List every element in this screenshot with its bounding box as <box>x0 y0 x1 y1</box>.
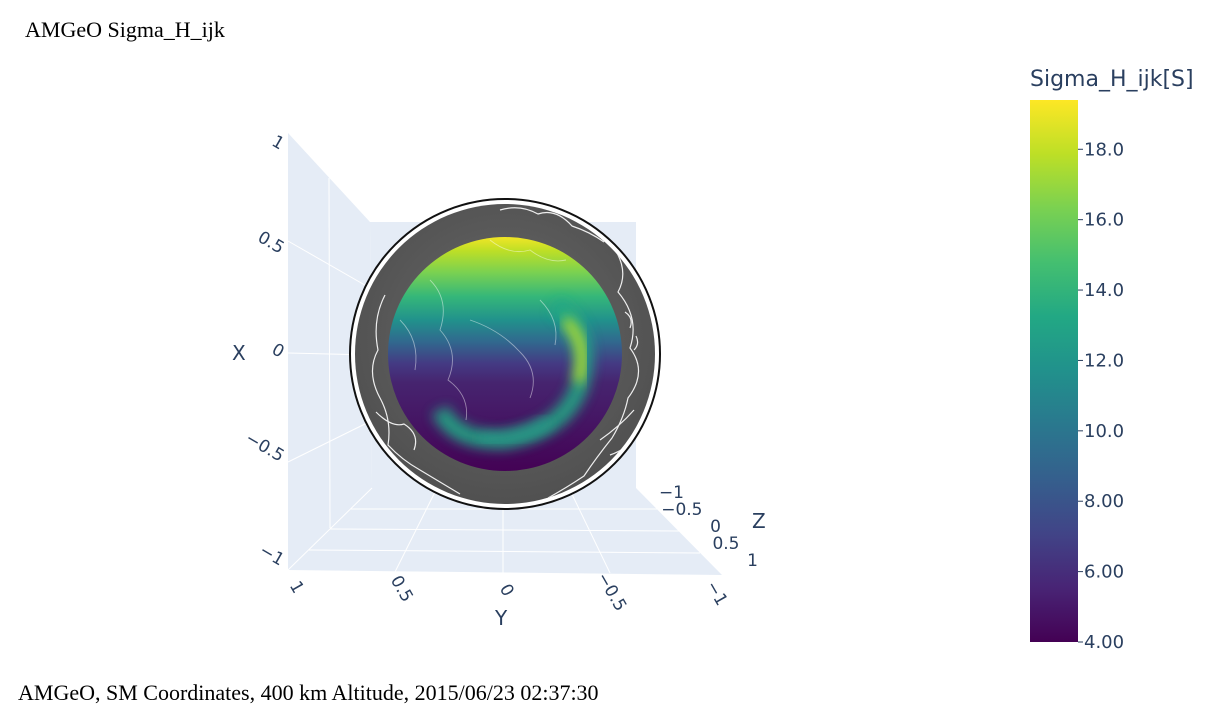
axis-z-tick-label: 0.5 <box>712 534 739 554</box>
axis-x-tick-label: 1 <box>268 132 287 155</box>
chart-title: AMGeO Sigma_H_ijk <box>25 17 225 42</box>
coastlines-outer <box>371 207 641 499</box>
axis-z-tick-label: −0.5 <box>661 500 702 520</box>
axis-x-tick-label: 0.5 <box>254 227 287 258</box>
sigma-h-cap <box>388 237 622 471</box>
colorbar-gradient <box>1030 100 1078 642</box>
axis-x-tick-label: 0 <box>268 340 287 363</box>
scene-3d[interactable]: 10.50−0.5−1 1 0.5 0 −0.5 −1 −1−0.500.51 X Y … <box>232 132 766 630</box>
colorbar-tick-label: 14.0 <box>1084 280 1124 301</box>
axis-y-tick-label: 1 <box>285 578 308 597</box>
axis-x-ticks: 1 0.5 0 −0.5 −1 <box>242 132 288 571</box>
axis-x-tick-label: −0.5 <box>242 428 288 466</box>
colorbar-tick-label: 8.00 <box>1084 491 1124 512</box>
colorbar-tick-label: 4.00 <box>1084 632 1124 653</box>
footer-caption: AMGeO, SM Coordinates, 400 km Altitude, … <box>18 680 599 705</box>
colorbar-tick-label: 12.0 <box>1084 350 1124 371</box>
axis-z-tick-label: −1 <box>659 483 684 503</box>
pane-left <box>288 133 372 570</box>
colorbar: Sigma_H_ijk[S] 18.0 16.0 14.0 12.0 10.0 8.00 6… <box>1030 67 1194 653</box>
colorbar-tick-label: 6.00 <box>1084 562 1124 583</box>
axis-y-tick-label: −0.5 <box>592 569 630 615</box>
pane-floor <box>288 488 722 575</box>
axis-z-label: Z <box>752 509 766 533</box>
axis-y-tick-label: 0.5 <box>386 572 417 605</box>
colorbar-tick-label: 16.0 <box>1084 210 1124 231</box>
axis-z-tick-label: 0 <box>710 517 721 537</box>
colorbar-title: Sigma_H_ijk[S] <box>1030 67 1194 92</box>
axis-y-tick-label: −1 <box>701 578 731 610</box>
colorbar-ticks: 18.0 16.0 14.0 12.0 10.0 8.00 6.00 4.00 <box>1078 139 1124 653</box>
axis-y-tick-label: 0 <box>495 581 518 600</box>
axis-z-tick-label: 1 <box>747 551 758 571</box>
colorbar-tick-label: 18.0 <box>1084 139 1124 160</box>
axis-y-ticks: 1 0.5 0 −0.5 −1 <box>285 569 731 615</box>
colorbar-tick-label: 10.0 <box>1084 421 1124 442</box>
axis-x-tick-label: −1 <box>256 540 288 570</box>
axis-x-label: X <box>232 341 246 365</box>
axis-z-ticks: −1−0.5 00.5 1 <box>659 483 758 571</box>
axis-y-label: Y <box>494 606 508 630</box>
